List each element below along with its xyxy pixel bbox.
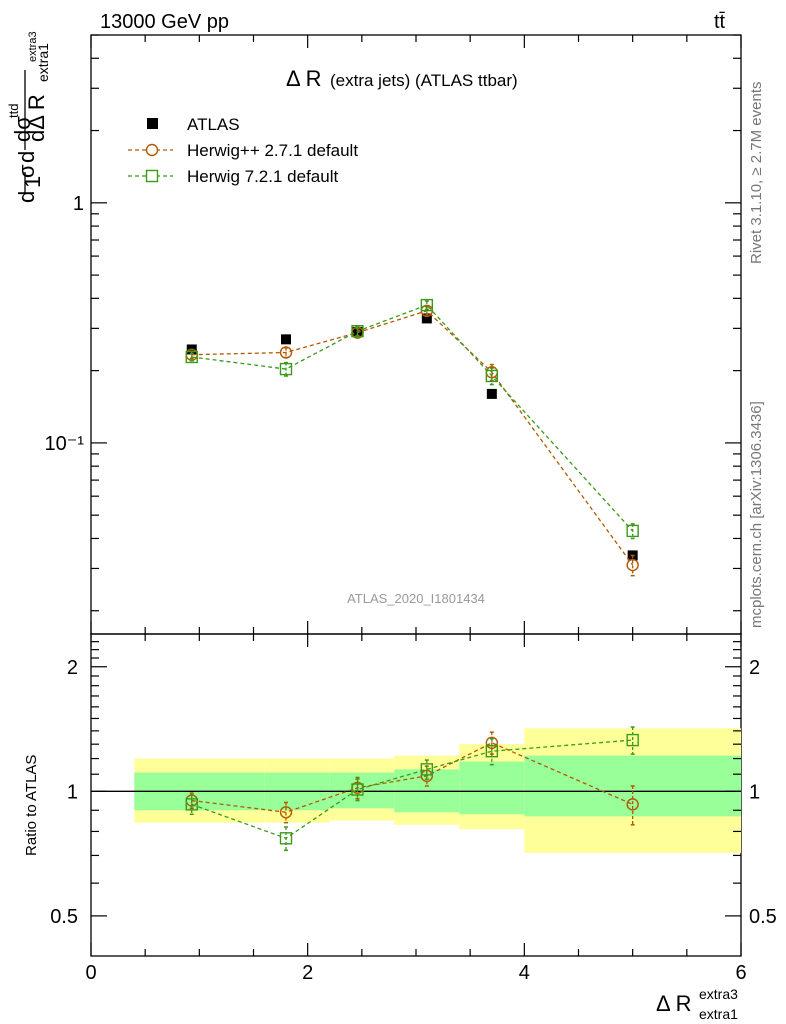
ratio-line-1 [191,742,633,813]
y-tick-label-ratio-right-2: 0.5 [749,906,777,928]
x-tick-label-0: 0 [85,962,96,984]
main-point-herwig7 [626,524,639,538]
main-line-1 [191,310,634,566]
main-point-herwig7 [420,298,434,312]
svg-text:d: d [14,191,39,203]
main-point-herwig7 [485,369,499,383]
svg-text:ttd: ttd [6,104,21,118]
svg-text:d: d [14,151,39,163]
y-tick-label-ratio-left-0: 2 [67,657,78,679]
legend-label-herwig7: Herwig 7.2.1 default [187,167,338,186]
ratio-point-herwig7 [420,763,434,776]
ratio-point-herwigpp [279,806,293,819]
x-tick-label-3: 6 [735,962,746,984]
x-axis-label-sub: extra1 [699,1006,738,1022]
y-tick-label-ratio-right-1: 1 [749,781,760,803]
band-inner-bin-4 [459,761,525,815]
legend-label-herwigpp: Herwig++ 2.7.1 default [187,141,358,160]
svg-text:1: 1 [20,176,45,188]
ratio-y-axis-label: Ratio to ATLAS [23,755,40,856]
x-axis-label-sup: extra3 [699,986,738,1002]
x-tick-label-2: 4 [519,962,530,984]
rivet-version-label: Rivet 3.1.10, ≥ 2.7M events [748,82,765,265]
axis-tick-labels: 0 2 4 6 1 10⁻¹ 2 2 1 1 0.5 0.5 [45,193,777,984]
uncertainty-bands [134,728,741,853]
header-process: tt̄ [714,11,726,33]
main-point-herwigpp [279,346,293,359]
legend-marker-herwig7 [145,169,159,183]
plot-title: Δ R (extra jets) (ATLAS ttbar) [286,66,518,91]
svg-text:dσ: dσ [10,116,35,142]
x-axis-label: Δ R extra3 extra1 [656,986,738,1022]
ratio-point-herwig7 [626,733,639,747]
plot-title-prefix: Δ R [286,66,321,91]
svg-text:dΔ R: dΔ R [24,94,49,142]
ratio-point-herwigpp [485,736,499,750]
legend-label-atlas: ATLAS [187,115,240,134]
svg-text:σ: σ [14,164,39,178]
ratio-point-herwig7 [185,798,198,811]
svg-text:extra1: extra1 [35,43,51,82]
main-point-herwig7 [351,324,364,338]
x-tick-label-1: 2 [302,962,313,984]
analysis-watermark: ATLAS_2020_I1801434 [347,591,485,606]
main-point-herwigpp [626,558,639,572]
y-tick-label-ratio-left-2: 0.5 [50,906,78,928]
y-tick-label-main-1: 10⁻¹ [45,433,85,455]
main-line-2 [191,304,634,532]
atlas-data-point [486,388,497,399]
header-energy: 13000 GeV pp [100,11,229,33]
legend: ATLAS Herwig++ 2.7.1 default Herwig 7.2.… [128,115,358,186]
data-series [185,298,639,852]
ratio-point-herwigpp [626,798,639,811]
main-y-axis-label: d 1 σ d dσ ttd dΔ R extra1 extra3 [6,31,51,203]
y-tick-label-main-0: 1 [73,193,84,215]
y-tick-label-ratio-right-0: 2 [749,657,760,679]
legend-marker-atlas [147,118,158,129]
x-axis-label-main: Δ R [656,991,691,1016]
atlas-data-point [421,313,432,324]
ratio-point-herwig7 [485,745,499,758]
atlas-data-point [281,334,291,345]
legend-marker-herwigpp [145,143,159,157]
axis-ticks [90,34,742,956]
svg-text:extra3: extra3 [27,31,39,62]
ratio-point-herwig7 [279,832,293,845]
plot-title-suffix: (extra jets) (ATLAS ttbar) [330,71,518,90]
main-point-herwig7 [185,350,198,364]
y-tick-label-ratio-left-1: 1 [67,781,78,803]
mcplots-url-label: mcplots.cern.ch [arXiv:1306.3436] [748,401,765,628]
ratio-point-herwig7 [351,783,364,796]
main-point-herwig7 [279,362,293,376]
